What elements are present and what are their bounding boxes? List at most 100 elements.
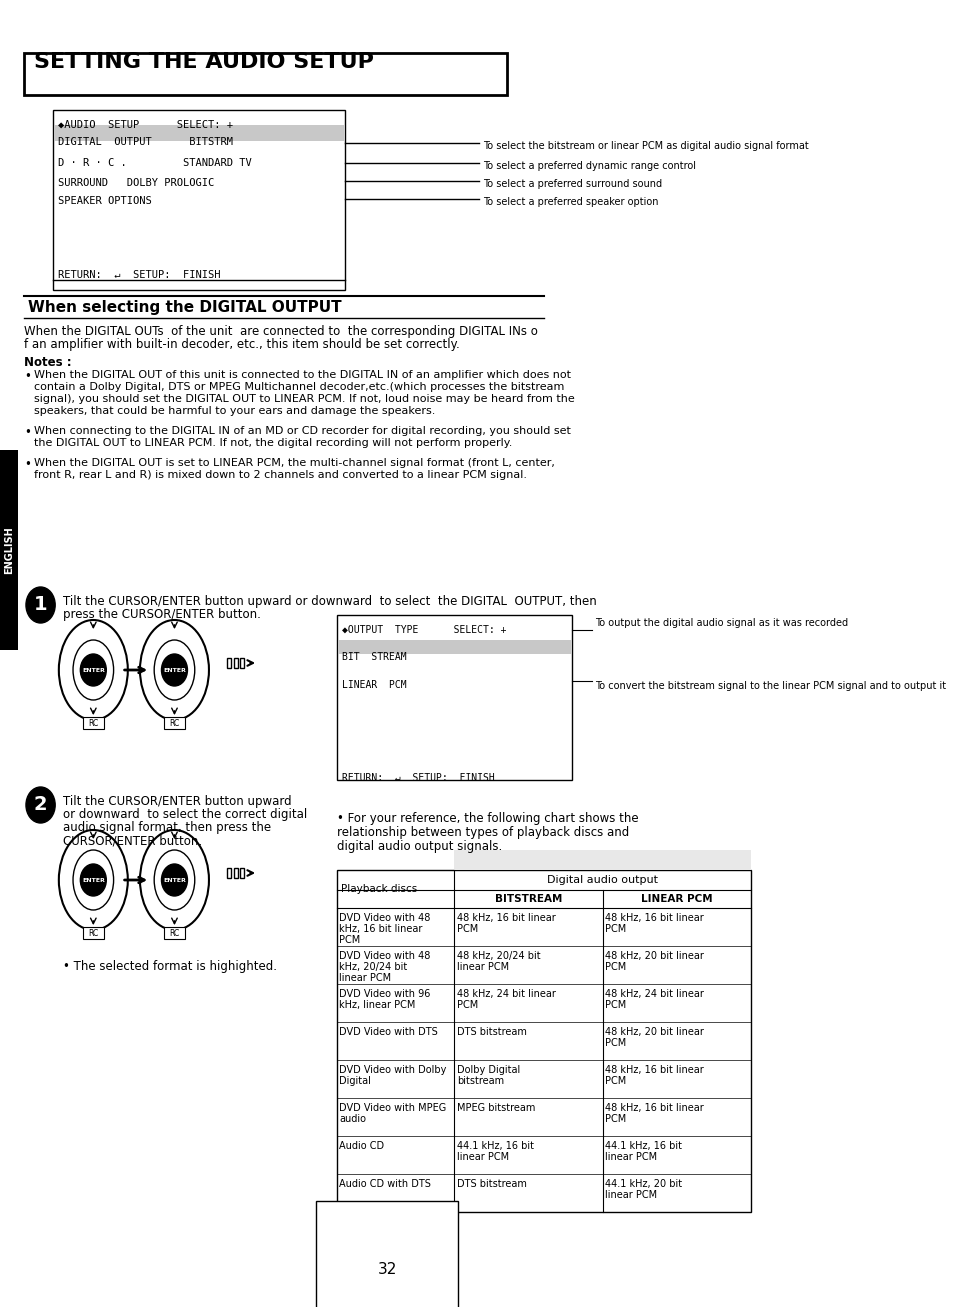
Text: SETTING THE AUDIO SETUP: SETTING THE AUDIO SETUP (34, 52, 374, 72)
Text: To select the bitstream or linear PCM as digital audio signal format: To select the bitstream or linear PCM as… (482, 141, 808, 152)
Text: 32: 32 (377, 1263, 396, 1277)
Text: When selecting the DIGITAL OUTPUT: When selecting the DIGITAL OUTPUT (29, 301, 342, 315)
Bar (337, 640, 571, 654)
Text: DTS bitstream: DTS bitstream (456, 1027, 526, 1036)
Text: •: • (25, 457, 31, 471)
Circle shape (26, 587, 55, 623)
Circle shape (80, 654, 106, 686)
FancyBboxPatch shape (164, 927, 185, 938)
Bar (227, 868, 231, 878)
Text: linear PCM: linear PCM (605, 1189, 657, 1200)
Text: RC: RC (170, 719, 179, 728)
Ellipse shape (154, 850, 194, 910)
Text: the DIGITAL OUT to LINEAR PCM. If not, the digital recording will not perform pr: the DIGITAL OUT to LINEAR PCM. If not, t… (34, 438, 512, 448)
Text: DVD Video with 48: DVD Video with 48 (339, 951, 430, 961)
Text: linear PCM: linear PCM (456, 962, 509, 972)
Text: • The selected format is highighted.: • The selected format is highighted. (63, 961, 277, 972)
Circle shape (161, 864, 187, 897)
Text: PCM: PCM (339, 935, 360, 945)
Text: RETURN:  ↵  SETUP:  FINISH: RETURN: ↵ SETUP: FINISH (57, 271, 220, 280)
Text: speakers, that could be harmful to your ears and damage the speakers.: speakers, that could be harmful to your … (34, 406, 435, 416)
Ellipse shape (59, 830, 128, 931)
Text: audio signal format, then press the: audio signal format, then press the (63, 821, 272, 834)
Text: To convert the bitstream signal to the linear PCM signal and to output it: To convert the bitstream signal to the l… (594, 681, 945, 691)
Text: When the DIGITAL OUT of this unit is connected to the DIGITAL IN of an amplifier: When the DIGITAL OUT of this unit is con… (34, 370, 571, 380)
Ellipse shape (73, 640, 113, 701)
Text: SURROUND   DOLBY PROLOGIC: SURROUND DOLBY PROLOGIC (57, 178, 213, 188)
Text: 2: 2 (33, 796, 48, 814)
Text: DVD Video with DTS: DVD Video with DTS (339, 1027, 437, 1036)
Text: Audio CD with DTS: Audio CD with DTS (339, 1179, 431, 1189)
Text: 48 kHz, 16 bit linear: 48 kHz, 16 bit linear (456, 914, 555, 923)
Text: Digital: Digital (339, 1076, 371, 1086)
FancyBboxPatch shape (25, 54, 507, 95)
Text: RC: RC (88, 719, 98, 728)
Bar (52, 110, 345, 290)
Text: RC: RC (170, 928, 179, 937)
Bar (0, 450, 18, 650)
Bar (53, 125, 344, 141)
Text: 1: 1 (33, 596, 48, 614)
Bar (240, 657, 244, 668)
Ellipse shape (154, 640, 194, 701)
Text: Digital audio output: Digital audio output (546, 874, 658, 885)
Bar (454, 850, 750, 870)
Text: ENTER: ENTER (82, 877, 105, 882)
Text: BITSTREAM: BITSTREAM (495, 894, 561, 904)
Text: D · R · C .         STANDARD TV: D · R · C . STANDARD TV (57, 158, 251, 169)
Text: PCM: PCM (456, 1000, 477, 1010)
Text: 44.1 kHz, 16 bit: 44.1 kHz, 16 bit (605, 1141, 681, 1151)
Text: kHz, 16 bit linear: kHz, 16 bit linear (339, 924, 422, 935)
Text: 48 kHz, 16 bit linear: 48 kHz, 16 bit linear (605, 1065, 703, 1074)
Text: linear PCM: linear PCM (339, 972, 391, 983)
Text: Audio CD: Audio CD (339, 1141, 384, 1151)
Text: 48 kHz, 20 bit linear: 48 kHz, 20 bit linear (605, 951, 703, 961)
Text: ◆OUTPUT  TYPE      SELECT: +: ◆OUTPUT TYPE SELECT: + (341, 625, 506, 635)
Text: PCM: PCM (605, 924, 626, 935)
Bar (233, 868, 237, 878)
Text: When connecting to the DIGITAL IN of an MD or CD recorder for digital recording,: When connecting to the DIGITAL IN of an … (34, 426, 570, 437)
Bar (227, 657, 231, 668)
Text: Dolby Digital: Dolby Digital (456, 1065, 519, 1074)
Text: 44.1 kHz, 16 bit: 44.1 kHz, 16 bit (456, 1141, 534, 1151)
Text: or downward  to select the correct digital: or downward to select the correct digita… (63, 808, 307, 821)
Text: Notes :: Notes : (25, 356, 71, 369)
Text: relationship between types of playback discs and: relationship between types of playback d… (336, 826, 628, 839)
Text: DIGITAL  OUTPUT      BITSTRM: DIGITAL OUTPUT BITSTRM (57, 137, 233, 146)
Circle shape (161, 654, 187, 686)
Text: linear PCM: linear PCM (456, 1151, 509, 1162)
Circle shape (26, 787, 55, 823)
Text: RETURN:  ↵  SETUP:  FINISH: RETURN: ↵ SETUP: FINISH (341, 772, 494, 783)
Text: Tilt the CURSOR/ENTER button upward or downward  to select  the DIGITAL  OUTPUT,: Tilt the CURSOR/ENTER button upward or d… (63, 595, 597, 608)
Text: PCM: PCM (605, 1000, 626, 1010)
Ellipse shape (140, 620, 209, 720)
Text: DVD Video with 96: DVD Video with 96 (339, 989, 430, 999)
Text: When the DIGITAL OUT is set to LINEAR PCM, the multi-channel signal format (fron: When the DIGITAL OUT is set to LINEAR PC… (34, 457, 555, 468)
Ellipse shape (73, 850, 113, 910)
Text: linear PCM: linear PCM (605, 1151, 657, 1162)
Text: DVD Video with MPEG: DVD Video with MPEG (339, 1103, 446, 1114)
Text: bitstream: bitstream (456, 1076, 503, 1086)
Ellipse shape (59, 620, 128, 720)
FancyBboxPatch shape (83, 718, 104, 729)
Text: digital audio output signals.: digital audio output signals. (336, 840, 501, 853)
Text: 48 kHz, 24 bit linear: 48 kHz, 24 bit linear (605, 989, 703, 999)
Text: PCM: PCM (605, 1038, 626, 1048)
Text: 48 kHz, 20/24 bit: 48 kHz, 20/24 bit (456, 951, 540, 961)
Text: kHz, linear PCM: kHz, linear PCM (339, 1000, 416, 1010)
Text: To select a preferred dynamic range control: To select a preferred dynamic range cont… (482, 161, 695, 171)
Text: contain a Dolby Digital, DTS or MPEG Multichannel decoder,etc.(which processes t: contain a Dolby Digital, DTS or MPEG Mul… (34, 382, 564, 392)
Text: Tilt the CURSOR/ENTER button upward: Tilt the CURSOR/ENTER button upward (63, 795, 292, 808)
Text: CURSOR/ENTER button.: CURSOR/ENTER button. (63, 834, 202, 847)
Text: audio: audio (339, 1114, 366, 1124)
Text: ◆AUDIO  SETUP      SELECT: +: ◆AUDIO SETUP SELECT: + (57, 120, 233, 129)
Text: DTS bitstream: DTS bitstream (456, 1179, 526, 1189)
Text: To output the digital audio signal as it was recorded: To output the digital audio signal as it… (594, 618, 847, 627)
Text: DVD Video with Dolby: DVD Video with Dolby (339, 1065, 446, 1074)
Bar (240, 868, 244, 878)
Text: 48 kHz, 24 bit linear: 48 kHz, 24 bit linear (456, 989, 556, 999)
Bar (336, 870, 750, 1212)
Text: DVD Video with 48: DVD Video with 48 (339, 914, 430, 923)
Text: 44.1 kHz, 20 bit: 44.1 kHz, 20 bit (605, 1179, 681, 1189)
Text: ENTER: ENTER (163, 668, 186, 673)
